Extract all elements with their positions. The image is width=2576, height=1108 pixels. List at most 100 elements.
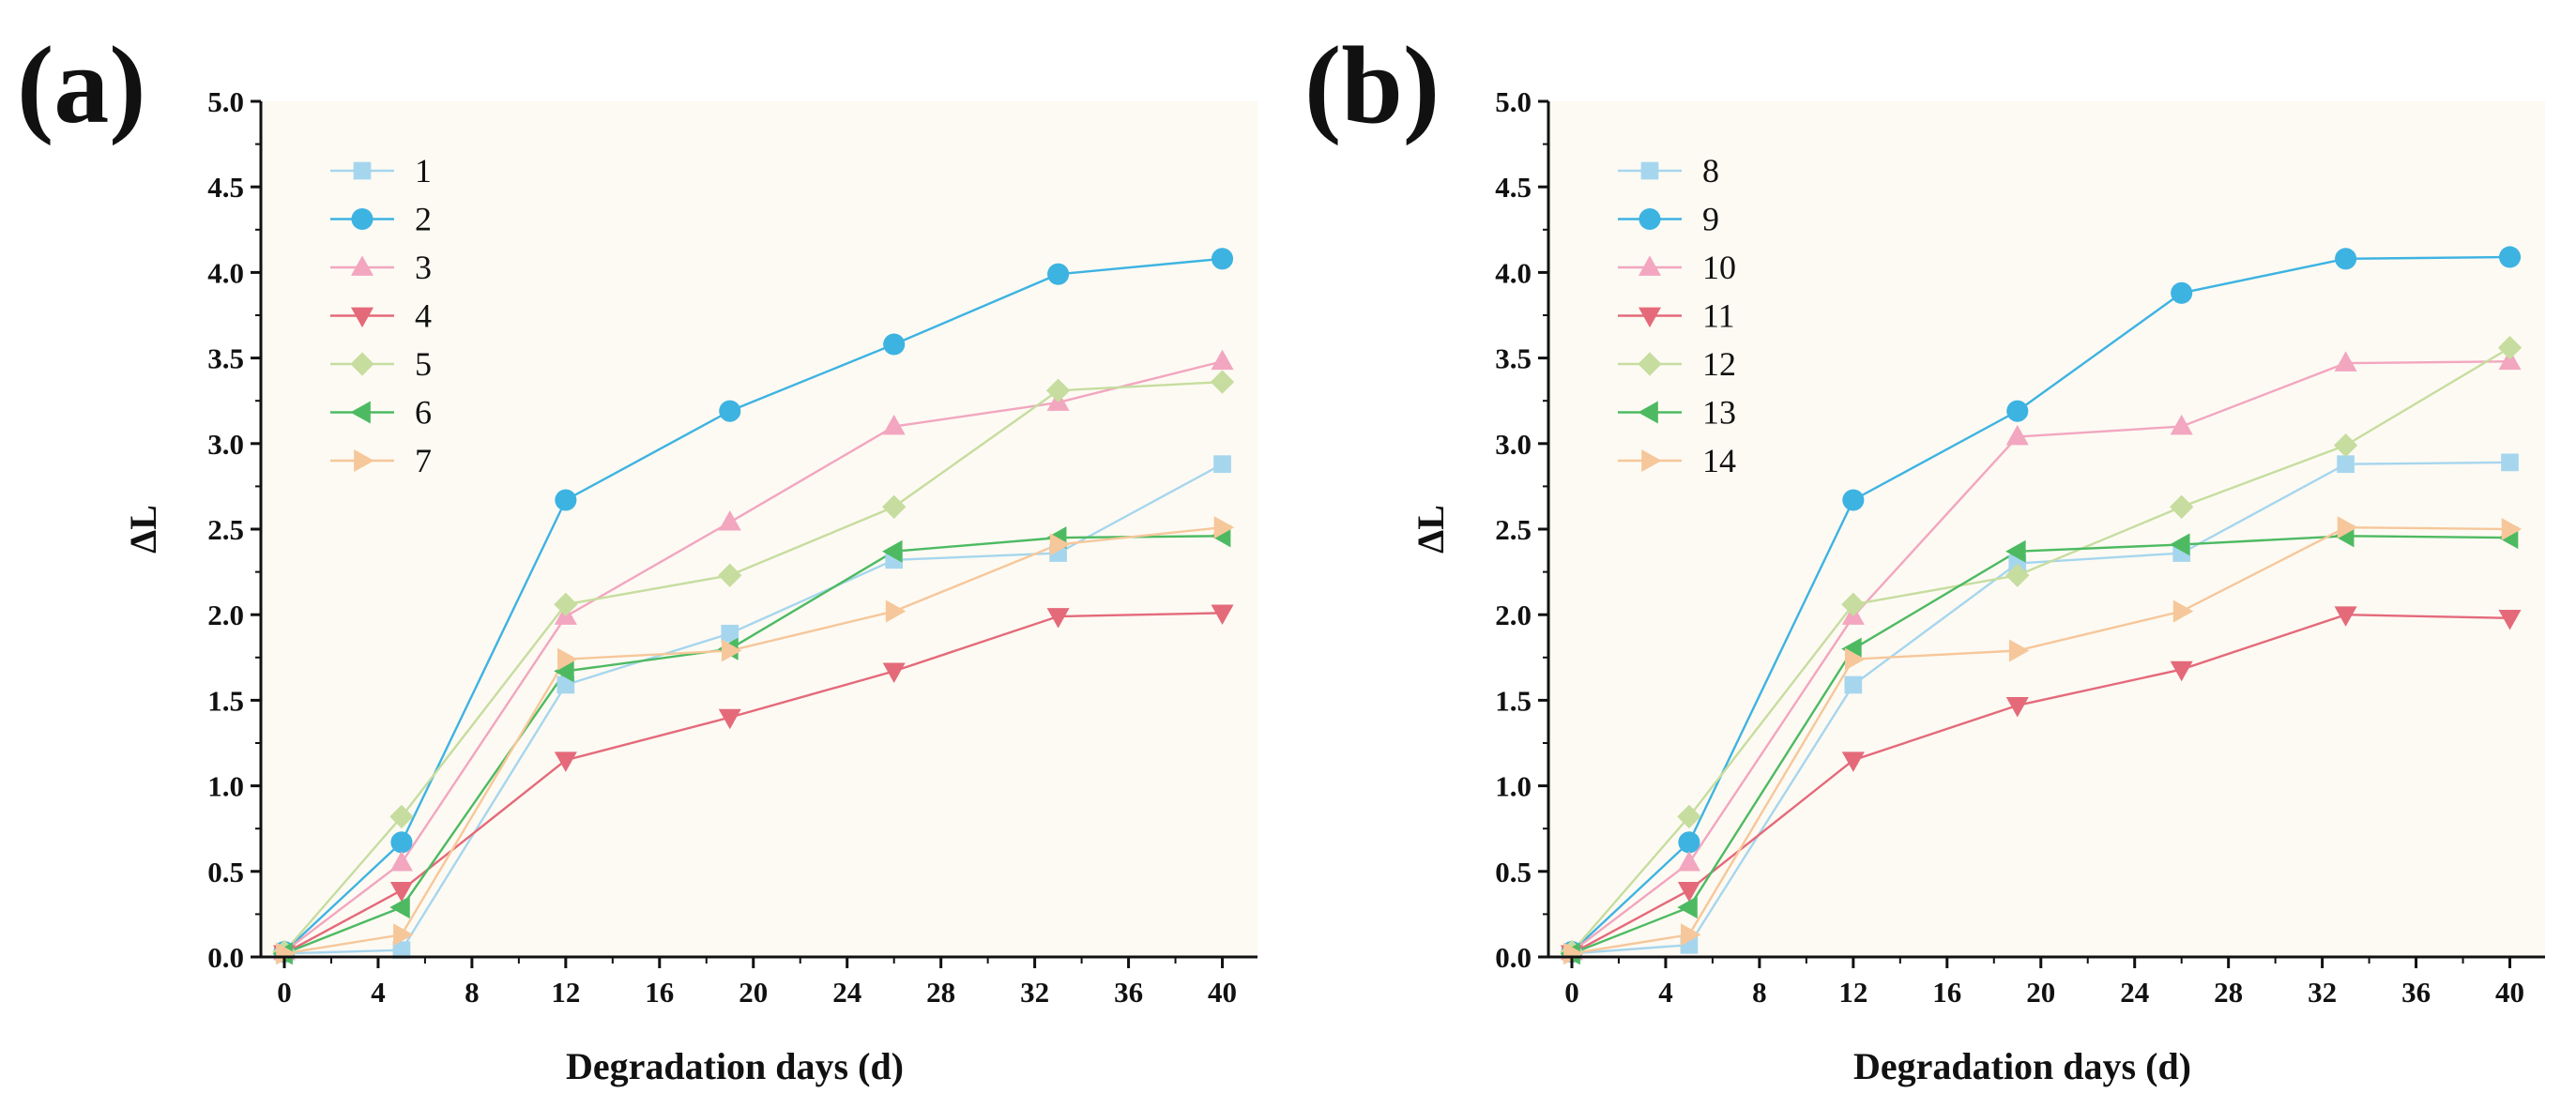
data-point-10-4 xyxy=(2170,414,2193,435)
legend-label-3: 3 xyxy=(415,249,432,286)
y-tick-label-2.5: 2.5 xyxy=(207,513,244,546)
legend-label-10: 10 xyxy=(1702,249,1736,286)
data-point-10-3 xyxy=(2005,424,2029,446)
y-axis-title-b: ΔL xyxy=(1410,505,1452,554)
data-point-9-4 xyxy=(2171,281,2193,304)
x-tick-label-40: 40 xyxy=(1208,976,1237,1009)
x-axis-title-b: Degradation days (d) xyxy=(1853,1045,2191,1087)
data-point-14-1 xyxy=(1681,923,1701,947)
data-point-13-3 xyxy=(2005,539,2026,563)
y-tick-label-1.0: 1.0 xyxy=(207,770,244,803)
data-point-9-2 xyxy=(1842,489,1865,511)
legend-label-9: 9 xyxy=(1702,201,1719,238)
data-point-7-0 xyxy=(276,942,297,965)
data-point-14-4 xyxy=(2172,600,2194,623)
y-tick-label-4.0: 4.0 xyxy=(207,256,244,289)
y-tick-label-3.0: 3.0 xyxy=(207,428,244,461)
plot-area-b xyxy=(1548,101,2545,957)
panel-label-a: (a) xyxy=(17,23,146,146)
x-tick-label-16: 16 xyxy=(645,976,674,1009)
y-tick-label-0.5: 0.5 xyxy=(207,856,244,888)
y-tick-label-2.0: 2.0 xyxy=(207,599,244,631)
x-tick-label-24: 24 xyxy=(832,976,861,1009)
x-ticks-a: 0 4 8 12 16 20 24 28 32 36 40 xyxy=(277,957,1237,1009)
y-tick-label-2.5: 2.5 xyxy=(1495,513,1532,546)
y-tick-label-0.0: 0.0 xyxy=(1495,941,1532,974)
data-point-11-3 xyxy=(2005,697,2029,718)
x-tick-label-12: 12 xyxy=(1838,976,1867,1009)
data-point-9-6 xyxy=(2498,246,2522,268)
data-point-1-1 xyxy=(392,941,411,960)
x-tick-label-4: 4 xyxy=(1658,976,1673,1009)
legend-label-14: 14 xyxy=(1702,442,1736,479)
data-point-10-5 xyxy=(2334,351,2357,372)
x-tick-label-36: 36 xyxy=(1114,976,1143,1009)
data-point-12-4 xyxy=(2170,494,2194,519)
data-point-6-2 xyxy=(554,660,574,683)
y-tick-label-3.0: 3.0 xyxy=(1495,428,1532,461)
data-point-6-1 xyxy=(389,896,410,919)
data-point-7-4 xyxy=(885,600,907,623)
data-point-11-4 xyxy=(2170,660,2193,682)
x-tick-label-0: 0 xyxy=(277,976,292,1009)
x-tick-label-12: 12 xyxy=(551,976,580,1009)
data-point-2-2 xyxy=(555,489,577,511)
y-tick-label-1.5: 1.5 xyxy=(1495,684,1532,717)
data-point-11-2 xyxy=(1841,751,1865,772)
legend-marker-14 xyxy=(1641,448,1662,473)
y-axis-title-a: ΔL xyxy=(122,505,164,554)
data-point-1-6 xyxy=(1213,455,1231,474)
plot-area-a xyxy=(261,101,1258,957)
chart-panel-a: (a) 0.0 0.5 1.0 1.5 2.0 2.5 3.0 3.5 4.0 4.5 5.0 0 4 8 1… xyxy=(17,23,1258,1087)
data-point-2-4 xyxy=(883,333,906,356)
data-point-12-5 xyxy=(2333,433,2358,458)
x-tick-label-32: 32 xyxy=(1020,976,1049,1009)
data-point-1-3 xyxy=(721,624,739,643)
y-tick-label-4.5: 4.5 xyxy=(207,171,244,204)
x-tick-label-20: 20 xyxy=(739,976,768,1009)
y-tick-label-5.0: 5.0 xyxy=(207,85,244,118)
x-tick-label-40: 40 xyxy=(2495,976,2524,1009)
data-point-13-1 xyxy=(1677,896,1698,919)
legend-marker-5 xyxy=(350,352,374,376)
legend-label-12: 12 xyxy=(1702,345,1736,383)
data-point-4-4 xyxy=(882,662,906,684)
data-point-2-6 xyxy=(1211,248,1234,270)
chart-panel-b: (b) 0.0 0.5 1.0 1.5 2.0 2.5 3.0 3.5 4.0 4.5 5.0 0 4 8 1… xyxy=(1288,0,2575,1108)
data-point-2-1 xyxy=(390,831,413,854)
legend-marker-1 xyxy=(353,161,372,180)
y-tick-label-1.0: 1.0 xyxy=(1495,770,1532,803)
x-tick-label-4: 4 xyxy=(371,976,386,1009)
legend-marker-11 xyxy=(1638,307,1662,328)
data-point-5-5 xyxy=(1045,378,1071,402)
data-point-11-5 xyxy=(2334,606,2357,627)
x-tick-label-28: 28 xyxy=(926,976,955,1009)
chart-b-svg: (b) 0.0 0.5 1.0 1.5 2.0 2.5 3.0 3.5 4.0 4.5 5.0 0 4 8 1… xyxy=(1304,23,2545,1087)
x-tick-label-24: 24 xyxy=(2120,976,2149,1009)
data-point-2-3 xyxy=(719,400,741,422)
data-point-5-3 xyxy=(718,563,742,587)
data-point-4-3 xyxy=(718,708,741,730)
data-point-4-1 xyxy=(389,882,413,903)
legend-label-1: 1 xyxy=(415,152,432,190)
data-point-14-5 xyxy=(2337,516,2358,539)
data-point-4-5 xyxy=(1046,608,1070,629)
legend-label-11: 11 xyxy=(1702,297,1735,335)
data-point-8-2 xyxy=(1844,675,1863,694)
data-point-10-1 xyxy=(1677,851,1700,872)
legend-label-4: 4 xyxy=(415,297,432,335)
y-tick-label-4.5: 4.5 xyxy=(1495,171,1532,204)
data-point-14-3 xyxy=(2008,639,2030,662)
data-point-12-6 xyxy=(2497,336,2523,360)
x-tick-label-0: 0 xyxy=(1564,976,1579,1009)
data-point-14-0 xyxy=(1563,942,1584,965)
data-point-7-5 xyxy=(1049,533,1071,556)
data-point-12-3 xyxy=(2005,563,2030,587)
data-point-10-6 xyxy=(2498,349,2522,371)
data-point-11-6 xyxy=(2498,609,2522,630)
data-point-11-1 xyxy=(1677,882,1700,903)
legend-label-7: 7 xyxy=(415,442,432,479)
x-tick-label-16: 16 xyxy=(1932,976,1961,1009)
y-tick-label-0.0: 0.0 xyxy=(207,941,244,974)
series-markers-a xyxy=(272,248,1235,966)
